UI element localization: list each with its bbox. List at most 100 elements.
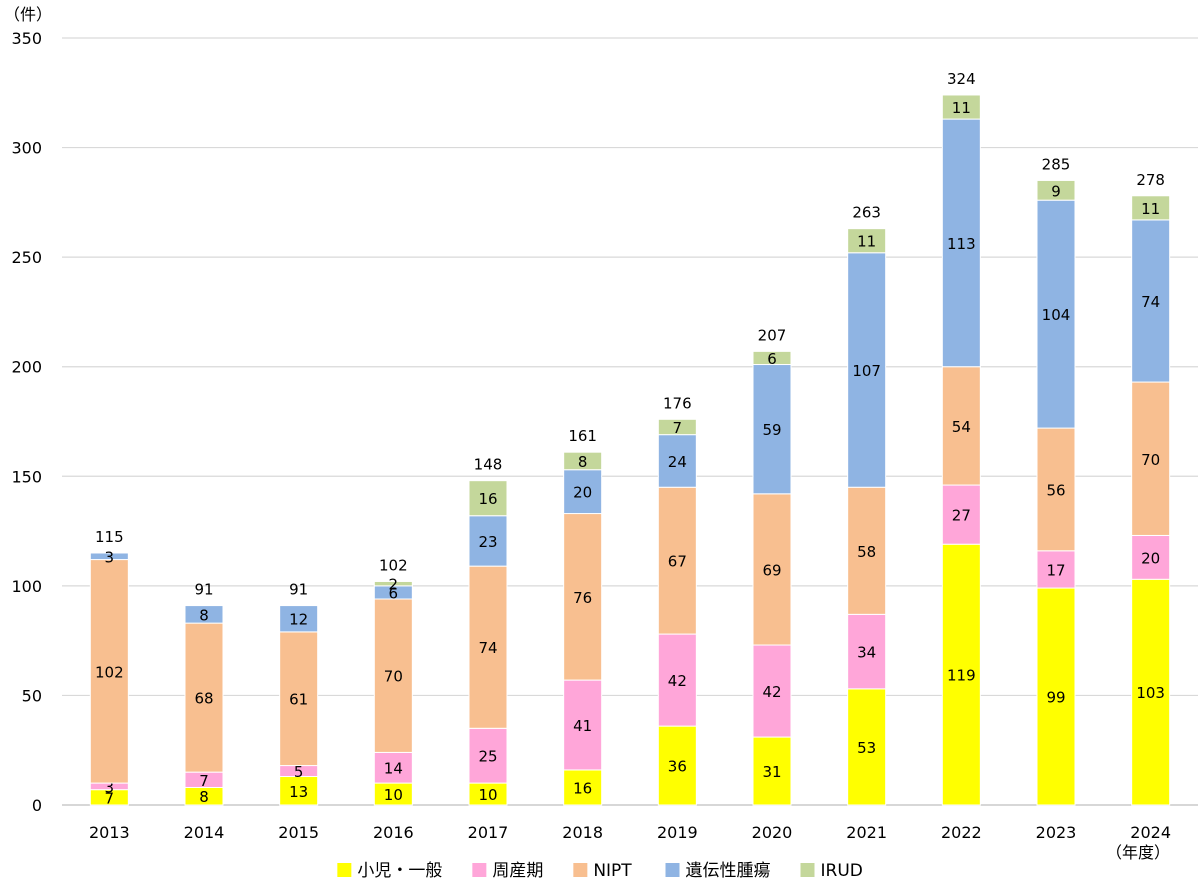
x-tick-label: 2016 <box>373 823 414 842</box>
bar-segment <box>184 605 224 624</box>
legend-item: 小児・一般 <box>337 861 442 881</box>
data-label: 58 <box>857 543 876 561</box>
total-label: 115 <box>95 528 124 546</box>
bar-segment <box>1131 195 1171 221</box>
bar-segment <box>89 559 129 784</box>
legend-label: NIPT <box>593 861 632 881</box>
data-label: 2 <box>389 576 399 594</box>
y-tick-label: 250 <box>11 248 42 267</box>
bar-segment <box>847 613 887 690</box>
x-tick-label: 2023 <box>1036 823 1077 842</box>
data-label: 69 <box>762 561 781 579</box>
bar-segment <box>279 631 319 767</box>
x-tick-label: 2015 <box>278 823 319 842</box>
bar-segment <box>657 418 697 436</box>
bar-segment <box>657 434 697 488</box>
total-label: 161 <box>568 427 597 445</box>
data-label: 107 <box>852 362 881 380</box>
data-label: 34 <box>857 644 876 662</box>
data-label: 10 <box>384 786 403 804</box>
total-label: 91 <box>194 581 213 599</box>
bar-segment <box>752 350 792 366</box>
total-label: 324 <box>947 70 976 88</box>
data-label: 11 <box>857 233 876 251</box>
data-label: 104 <box>1042 306 1071 324</box>
bar-segment <box>941 94 981 120</box>
bar-stack: 13 5 61 12 <box>279 605 319 806</box>
data-label: 14 <box>384 760 403 778</box>
data-label: 8 <box>199 606 209 624</box>
data-label: 68 <box>194 690 213 708</box>
data-label: 7 <box>673 419 683 437</box>
data-label: 8 <box>199 788 209 806</box>
bar-segment <box>468 515 508 567</box>
x-tick-label: 2014 <box>184 823 225 842</box>
data-label: 23 <box>478 533 497 551</box>
y-tick-label: 350 <box>11 29 42 48</box>
data-label: 70 <box>1141 451 1160 469</box>
x-tick-label: 2021 <box>846 823 887 842</box>
total-label: 148 <box>474 456 503 474</box>
data-label: 13 <box>289 783 308 801</box>
bar-segment <box>373 751 413 784</box>
y-axis-unit-label: （件） <box>4 5 52 24</box>
total-label: 278 <box>1136 171 1165 189</box>
x-tick-label: 2017 <box>468 823 509 842</box>
bar-stack: 103 20 70 74 11 <box>1131 195 1171 806</box>
bar-stack: 10 25 74 23 16 <box>468 480 508 806</box>
data-label: 61 <box>289 691 308 709</box>
bar-segment <box>1036 199 1076 429</box>
data-label: 99 <box>1046 689 1065 707</box>
data-label: 10 <box>478 786 497 804</box>
bar-segment <box>563 513 603 681</box>
data-label: 42 <box>762 683 781 701</box>
bar-segment <box>1131 381 1171 536</box>
bar-stack: 31 42 69 59 6 <box>752 350 792 806</box>
data-label: 54 <box>952 418 971 436</box>
data-label: 16 <box>573 779 592 797</box>
bar-segment <box>1036 427 1076 552</box>
data-label: 7 <box>105 789 115 807</box>
y-tick-label: 300 <box>11 139 42 158</box>
legend-swatch <box>800 863 815 877</box>
total-label: 285 <box>1042 155 1071 173</box>
data-label: 11 <box>1141 200 1160 218</box>
legend-label: 小児・一般 <box>357 861 442 881</box>
x-tick-label: 2024 <box>1130 823 1171 842</box>
bar-segment <box>468 480 508 517</box>
bar-segment <box>89 552 129 561</box>
bar-stack: 10 14 70 62 <box>373 576 413 806</box>
data-label: 6 <box>767 350 777 368</box>
bar-segment <box>752 644 792 738</box>
data-label: 24 <box>668 453 687 471</box>
data-label: 5 <box>294 763 304 781</box>
legend-swatch <box>573 863 588 877</box>
total-label: 207 <box>758 326 787 344</box>
x-tick-label: 2018 <box>562 823 603 842</box>
bar-segment <box>373 580 413 587</box>
x-axis-ticks: 2013 2014 2015 2016 2017 2018 2019 2020 2021 2022… <box>89 823 1171 842</box>
bar-stack: 16 41 76 20 8 <box>563 451 603 806</box>
y-axis-ticks: 0 50 100 150 200 250 300 350 <box>11 29 42 815</box>
bar-segment <box>1036 550 1076 589</box>
data-label: 113 <box>947 235 976 253</box>
bars: 7310238768813561121014706210257423161641… <box>89 94 1171 807</box>
data-label: 103 <box>1136 684 1165 702</box>
y-tick-label: 100 <box>11 577 42 596</box>
bar-stack: 99 17 56 104 9 <box>1036 179 1076 806</box>
bar-segment <box>1036 179 1076 201</box>
legend-item: NIPT <box>573 861 632 881</box>
legend-swatch <box>337 863 352 877</box>
data-label: 3 <box>105 548 115 566</box>
data-label: 17 <box>1046 561 1065 579</box>
bar-segment <box>279 605 319 633</box>
bar-segment <box>941 366 981 486</box>
data-label: 67 <box>668 553 687 571</box>
y-tick-label: 50 <box>22 686 42 705</box>
legend-item: 周産期 <box>472 861 543 881</box>
data-label: 36 <box>668 758 687 776</box>
